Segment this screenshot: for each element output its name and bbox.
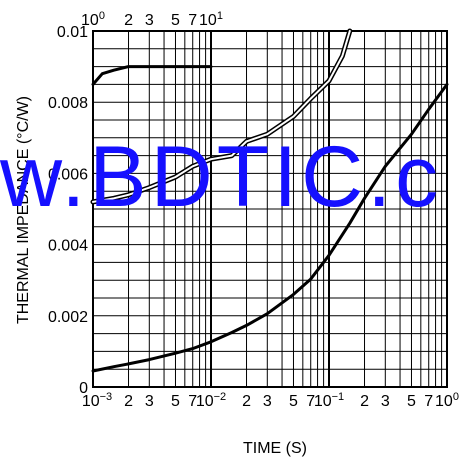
x-top-tick-label: 101 [199, 10, 223, 29]
y-tick-label: 0.002 [48, 309, 88, 326]
y-tick-label: 0.008 [48, 95, 88, 112]
y-tick-label: 0.01 [57, 24, 88, 41]
x-top-tick-label: 2 [124, 12, 133, 29]
watermark-text: w.BDTIC.c [0, 129, 443, 225]
x-top-tick-label: 100 [81, 10, 105, 29]
x-tick-label: 3 [263, 393, 272, 410]
x-tick-label: 5 [289, 393, 298, 410]
x-tick-label: 2 [242, 393, 251, 410]
x-tick-label: 7 [188, 393, 197, 410]
series-line [91, 82, 449, 373]
x-tick-label: 10−2 [196, 391, 226, 410]
x-tick-label: 5 [407, 393, 416, 410]
x-top-tick-label: 5 [171, 12, 180, 29]
x-tick-label: 7 [306, 393, 315, 410]
x-tick-label: 10−1 [314, 391, 344, 410]
x-tick-label: 3 [381, 393, 390, 410]
x-axis-title: TIME (S) [243, 440, 307, 457]
x-tick-label: 5 [171, 393, 180, 410]
x-tick-label: 2 [124, 393, 133, 410]
x-tick-label: 100 [435, 391, 459, 410]
x-top-tick-label: 3 [145, 12, 154, 29]
x-top-tick-label: 7 [188, 12, 197, 29]
series-line [91, 65, 213, 86]
y-tick-label: 0.006 [48, 166, 88, 183]
x-tick-label: 3 [145, 393, 154, 410]
x-tick-label: 7 [424, 393, 433, 410]
y-tick-label: 0.004 [48, 238, 88, 255]
series-line-inner [92, 30, 351, 203]
y-tick-label: 0 [79, 380, 88, 397]
x-tick-label: 10−3 [82, 391, 112, 410]
x-tick-label: 2 [360, 393, 369, 410]
